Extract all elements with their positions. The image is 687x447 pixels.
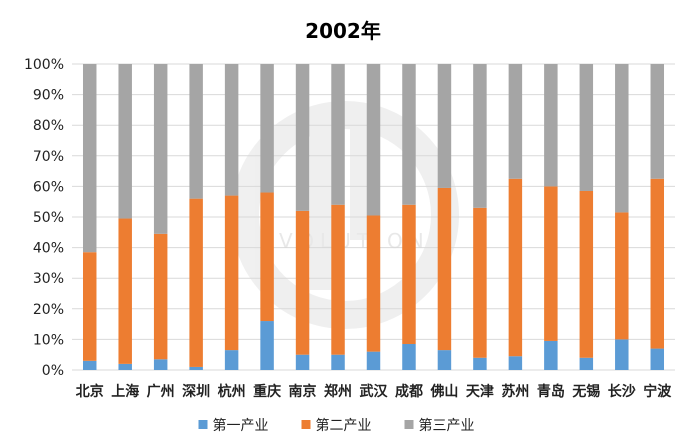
y-tick-label: 40%: [33, 241, 64, 257]
x-tick-label: 上海: [111, 383, 139, 400]
bar-segment: [189, 198, 203, 367]
bar-segment: [579, 64, 594, 191]
bar-segment: [437, 64, 452, 188]
bar-segment: [402, 204, 416, 344]
y-tick-label: 80%: [33, 118, 64, 134]
y-axis-ticks: 0% 10% 20% 30% 40% 50% 60% 70% 80% 90% 100%: [24, 57, 64, 379]
bar-segment: [260, 321, 274, 370]
x-tick-label: 苏州: [501, 383, 529, 400]
bar-segment: [295, 210, 310, 355]
bar-segment: [366, 351, 381, 370]
bar-segment: [295, 64, 310, 211]
x-tick-label: 天津: [466, 383, 494, 400]
x-tick-label: 宁波: [643, 383, 672, 400]
legend-label: 第三产业: [419, 417, 475, 434]
legend-label: 第二产业: [316, 417, 372, 434]
y-tick-label: 10%: [33, 332, 64, 348]
bar-segment: [118, 363, 132, 370]
x-tick-label: 深圳: [182, 383, 210, 400]
y-tick-label: 0%: [42, 363, 64, 379]
y-tick-label: 100%: [24, 57, 64, 73]
bar-segment: [508, 64, 523, 179]
bar-segment: [331, 354, 345, 370]
bar-segment: [473, 207, 487, 358]
x-tick-label: 青岛: [537, 383, 565, 400]
bar-segment: [437, 350, 452, 370]
x-tick-label: 郑州: [324, 383, 352, 400]
bar-segment: [82, 360, 97, 370]
bar-segment: [189, 64, 203, 199]
legend-label: 第一产业: [213, 417, 269, 434]
bar-segment: [260, 64, 274, 193]
bar-segment: [579, 190, 594, 358]
legend: 第一产业 第二产业 第三产业: [198, 417, 475, 434]
bar-segment: [579, 357, 594, 370]
x-tick-label: 南京: [289, 383, 317, 400]
bar-segment: [189, 366, 203, 370]
bar-segment: [615, 212, 629, 340]
bar-segment: [82, 252, 97, 361]
bar-segment: [650, 178, 665, 349]
y-tick-label: 50%: [33, 210, 64, 226]
bars: [82, 64, 665, 370]
bar-segment: [82, 64, 97, 253]
bar-segment: [508, 356, 523, 370]
bar-segment: [615, 64, 629, 213]
x-tick-label: 北京: [76, 383, 104, 400]
x-tick-label: 佛山: [429, 383, 458, 400]
bar-segment: [331, 204, 345, 355]
bar-segment: [402, 64, 416, 205]
bar-segment: [615, 339, 629, 370]
legend-swatch: [198, 420, 208, 429]
bar-segment: [331, 64, 345, 205]
chart-title: 2002年: [305, 19, 381, 43]
bar-segment: [224, 350, 239, 370]
bar-segment: [260, 192, 274, 322]
bar-segment: [650, 64, 665, 179]
bar-segment: [153, 64, 168, 234]
y-tick-label: 70%: [33, 149, 64, 165]
bar-segment: [295, 354, 310, 370]
bar-segment: [473, 64, 487, 208]
bar-segment: [118, 64, 132, 219]
x-tick-label: 武汉: [360, 383, 389, 400]
y-tick-label: 60%: [33, 179, 64, 195]
legend-swatch: [404, 420, 414, 429]
bar-segment: [508, 178, 523, 357]
bar-segment: [118, 218, 132, 364]
bar-segment: [224, 64, 239, 196]
bar-segment: [473, 357, 487, 370]
bar-segment: [402, 343, 416, 370]
x-tick-label: 成都: [395, 383, 423, 400]
legend-swatch: [301, 420, 311, 429]
x-tick-label: 广州: [147, 383, 175, 400]
bar-segment: [650, 348, 665, 370]
bar-segment: [153, 359, 168, 370]
y-tick-label: 90%: [33, 88, 64, 104]
bar-segment: [153, 233, 168, 360]
bar-segment: [366, 215, 381, 352]
bar-segment: [224, 195, 239, 351]
bar-segment: [544, 186, 558, 341]
x-tick-label: 长沙: [608, 383, 636, 400]
y-tick-label: 30%: [33, 271, 64, 287]
x-tick-label: 杭州: [218, 383, 246, 400]
x-tick-label: 无锡: [571, 383, 600, 400]
bar-segment: [366, 64, 381, 216]
x-axis-labels: 北京 上海 广州 深圳 杭州 重庆 南京 郑州 武汉 成都 佛山 天津 苏州 青岛 无锡 长沙 宁波: [76, 383, 673, 400]
y-tick-label: 20%: [33, 302, 64, 318]
x-tick-label: 重庆: [253, 383, 281, 400]
bar-segment: [437, 187, 452, 351]
bar-segment: [544, 64, 558, 187]
bar-segment: [544, 340, 558, 370]
